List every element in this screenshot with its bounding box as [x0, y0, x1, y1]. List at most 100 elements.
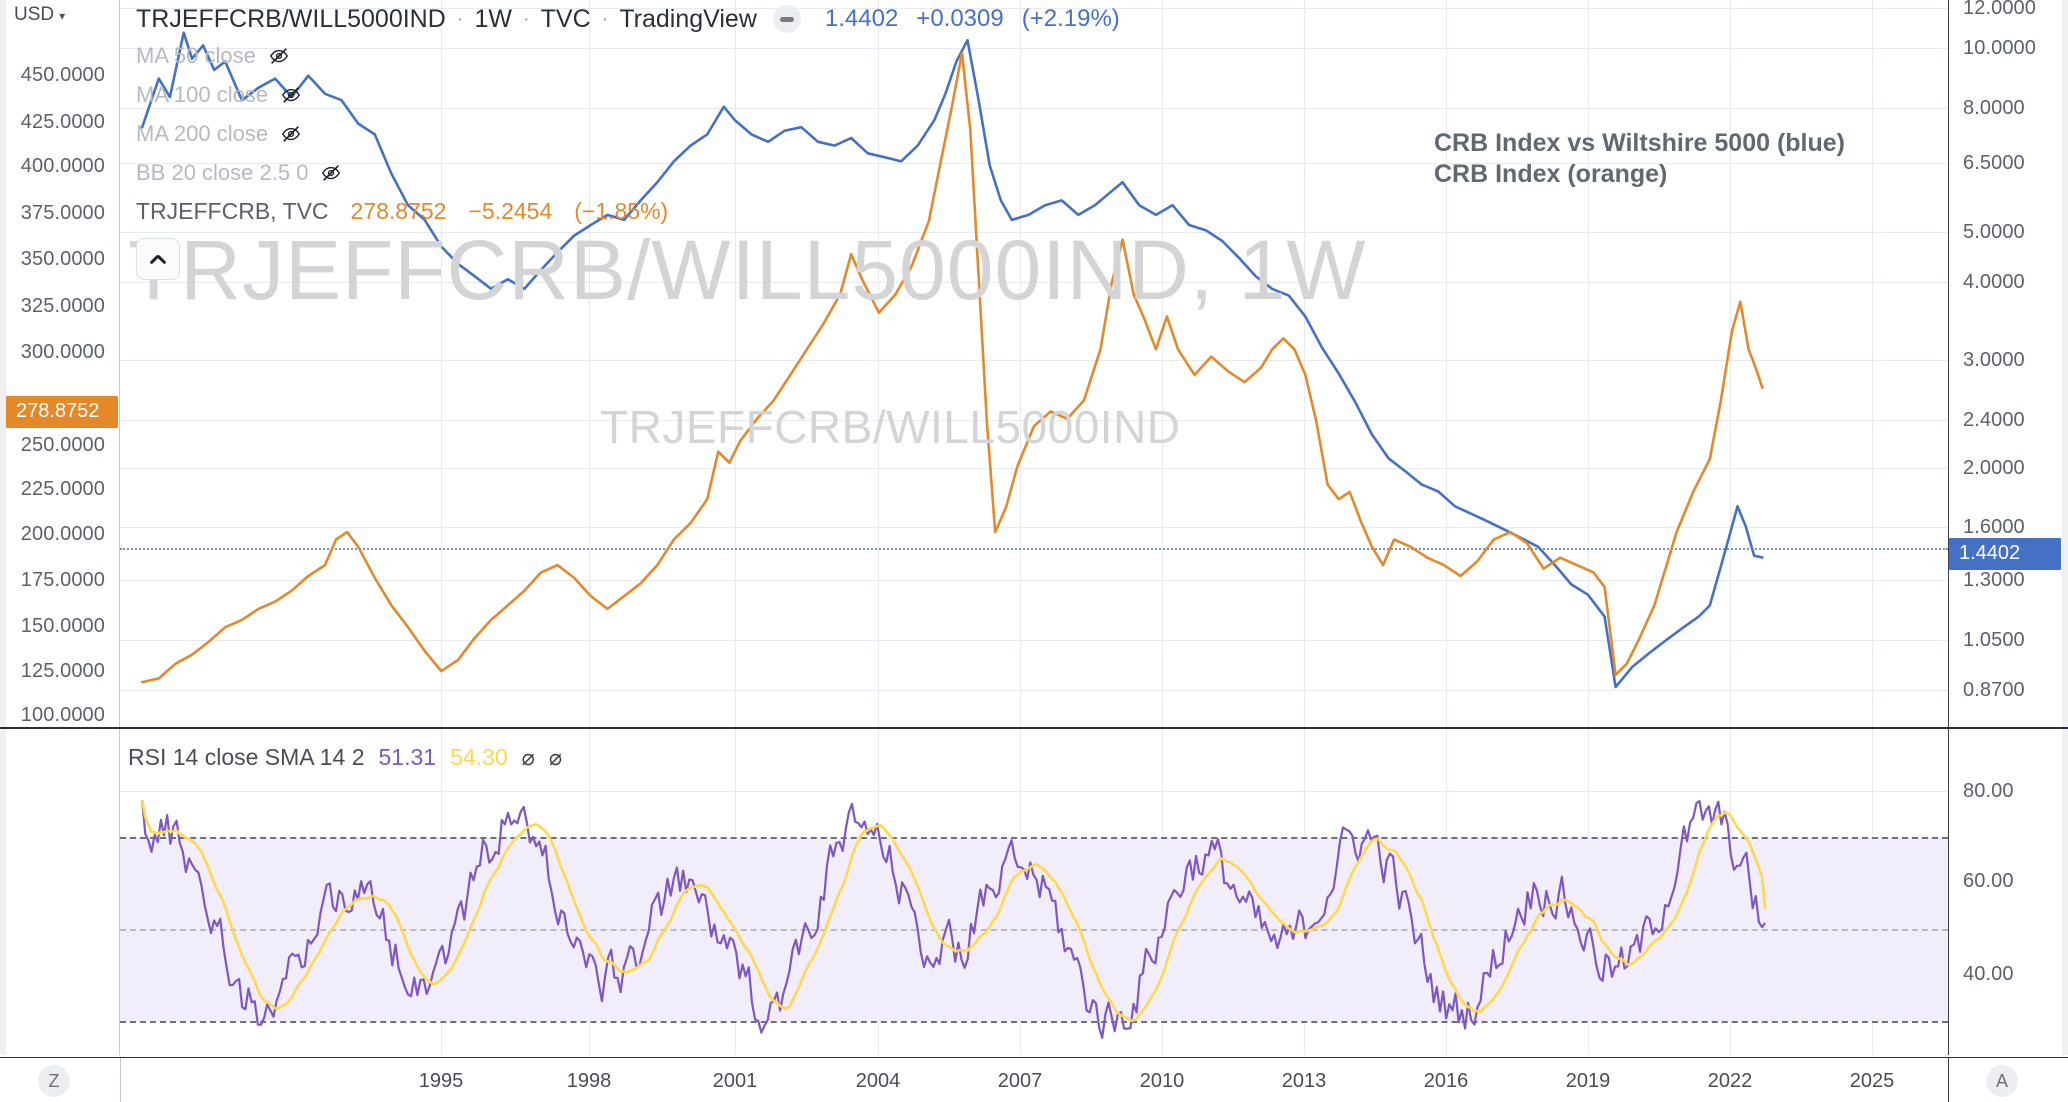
right-axis-tick: 4.0000	[1963, 271, 2025, 293]
rsi-axis-tick: 80.00	[1963, 780, 2014, 802]
study-label: MA 100 close	[136, 82, 269, 107]
chevron-up-icon	[150, 255, 166, 264]
left-axis-tick: 175.0000	[20, 569, 105, 591]
overlay-change-pct: (−1.85%)	[574, 198, 669, 224]
right-axis-tick: 1.3000	[1963, 569, 2025, 591]
gridline-horizontal	[120, 690, 1948, 691]
rsi-line	[141, 799, 1767, 1039]
overlay-label: TRJEFFCRB, TVC	[136, 198, 329, 224]
gridline-horizontal	[120, 360, 1948, 361]
gridline-vertical	[735, 0, 736, 727]
rsi-legend[interactable]: RSI 14 close SMA 14 2 51.31 54.30 ⌀ ⌀	[128, 744, 562, 771]
orange-series-line	[140, 51, 1764, 684]
legend-separator-3: ·	[601, 8, 609, 30]
legend-interval[interactable]: 1W	[474, 5, 512, 33]
left-axis-tick: 450.0000	[20, 64, 105, 86]
time-axis-tick: 2004	[855, 1070, 901, 1092]
time-axis-tick: 2001	[712, 1070, 758, 1092]
eye-off-icon[interactable]	[280, 123, 302, 145]
currency-selector[interactable]: USD ▾	[14, 4, 65, 26]
right-axis-tick: 1.0500	[1963, 629, 2025, 651]
rsi-axis-tick: 60.00	[1963, 870, 2014, 892]
rsi-legend-value: 51.31	[378, 744, 437, 770]
blue-price-level-line	[120, 548, 1948, 550]
timezone-button[interactable]: Z	[38, 1065, 70, 1097]
right-axis-tick: 6.5000	[1963, 152, 2025, 174]
legend-last-value: 1.4402	[824, 5, 899, 32]
rsi-null-icon-2: ⌀	[548, 744, 563, 770]
gridline-horizontal	[120, 640, 1948, 641]
time-axis-right-divider	[1948, 1058, 1949, 1102]
pane-divider[interactable]	[0, 727, 2068, 729]
gridline-horizontal	[120, 420, 1948, 421]
study-row-ma50[interactable]: MA 50 close	[136, 36, 1120, 75]
study-label: MA 200 close	[136, 121, 269, 146]
left-axis-tick: 250.0000	[20, 434, 105, 456]
time-axis[interactable]: Z A 1995 1998 2001 2004 2007 2010 2013 2016 2019…	[0, 1057, 2068, 1102]
gridline-vertical	[1588, 0, 1589, 727]
time-axis-tick: 2007	[997, 1070, 1043, 1092]
left-axis-tick: 375.0000	[20, 202, 105, 224]
gridline-horizontal	[120, 580, 1948, 581]
legend-separator-2: ·	[522, 8, 530, 30]
right-price-axis[interactable]: 12.0000 10.0000 8.0000 6.5000 5.0000 4.0000 3.…	[1948, 0, 2068, 1078]
legend-symbol[interactable]: TRJEFFCRB/WILL5000IND	[136, 5, 446, 33]
overlay-row-trjeffcrb[interactable]: TRJEFFCRB, TVC 278.8752 −5.2454 (−1.85%)	[136, 192, 1120, 231]
gridline-vertical	[1304, 0, 1305, 727]
collapse-pane-button[interactable]	[136, 238, 180, 280]
minus-icon[interactable]	[772, 5, 801, 33]
price-series-svg	[140, 31, 1764, 689]
gridline-horizontal	[120, 468, 1948, 469]
study-row-bb20[interactable]: BB 20 close 2.5 0	[136, 153, 1120, 192]
auto-scale-button[interactable]: A	[1986, 1065, 2018, 1097]
gridline-vertical	[1020, 0, 1021, 727]
right-axis-tick: 2.0000	[1963, 457, 2025, 479]
chevron-down-icon: ▾	[59, 9, 66, 23]
legend-title-row: TRJEFFCRB/WILL5000IND · 1W · TVC · Tradi…	[136, 2, 1120, 36]
rsi-pane[interactable]	[120, 729, 1948, 1055]
eye-off-icon[interactable]	[280, 84, 302, 106]
gridline-horizontal	[120, 527, 1948, 528]
left-axis-tick: 325.0000	[20, 295, 105, 317]
left-price-badge: 278.8752	[6, 396, 118, 428]
gridline-vertical	[878, 0, 879, 727]
rsi-upper-line	[120, 837, 1948, 839]
legend-change-abs: +0.0309	[916, 5, 1004, 32]
gridline-vertical	[1162, 0, 1163, 727]
left-price-axis[interactable]: USD ▾ 450.0000 425.0000 400.0000 375.0000 35…	[0, 0, 120, 1055]
left-axis-tick: 350.0000	[20, 248, 105, 270]
right-axis-tick: 0.8700	[1963, 679, 2025, 701]
right-axis-tick: 1.6000	[1963, 516, 2025, 538]
left-axis-tick: 150.0000	[20, 615, 105, 637]
right-axis-edge	[2062, 0, 2068, 1055]
time-axis-tick: 2016	[1423, 1070, 1469, 1092]
left-axis-tick: 300.0000	[20, 341, 105, 363]
eye-off-icon[interactable]	[320, 162, 342, 184]
rsi-legend-label: RSI 14 close SMA 14 2	[128, 744, 365, 770]
overlay-value: 278.8752	[350, 198, 447, 224]
main-legend: TRJEFFCRB/WILL5000IND · 1W · TVC · Tradi…	[136, 2, 1120, 231]
annotation-line-2: CRB Index (orange)	[1434, 160, 1668, 188]
gridline-horizontal	[120, 108, 1948, 109]
rsi-axis-tick: 40.00	[1963, 963, 2014, 985]
rsi-lower-line	[120, 1021, 1948, 1023]
study-row-ma100[interactable]: MA 100 close	[136, 75, 1120, 114]
gridline-horizontal	[120, 791, 1948, 792]
gridline-vertical	[1872, 0, 1873, 727]
right-axis-tick: 2.4000	[1963, 409, 2025, 431]
gridline-vertical	[441, 0, 442, 727]
main-price-pane[interactable]	[120, 0, 1948, 727]
legend-change-pct: (+2.19%)	[1021, 5, 1120, 32]
right-axis-tick: 12.0000	[1963, 0, 2036, 19]
time-axis-tick: 2019	[1565, 1070, 1611, 1092]
study-row-ma200[interactable]: MA 200 close	[136, 114, 1120, 153]
gridline-vertical	[1446, 0, 1447, 727]
gridline-horizontal	[120, 8, 1948, 9]
left-axis-tick: 425.0000	[20, 111, 105, 133]
right-axis-tick: 8.0000	[1963, 97, 2025, 119]
left-axis-tick: 100.0000	[20, 704, 105, 726]
study-label: MA 50 close	[136, 43, 256, 68]
eye-off-icon[interactable]	[268, 45, 290, 67]
time-axis-tick: 2010	[1139, 1070, 1185, 1092]
